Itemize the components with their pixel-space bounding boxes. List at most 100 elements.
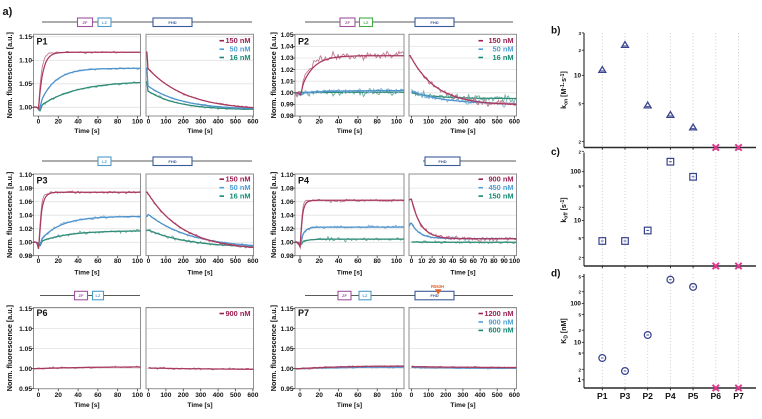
svg-text:60: 60 [94, 118, 102, 125]
svg-text:300: 300 [457, 118, 468, 125]
svg-text:1.03: 1.03 [281, 55, 294, 62]
svg-text:1.08: 1.08 [19, 185, 32, 192]
svg-text:10: 10 [574, 72, 582, 79]
svg-text:2: 2 [578, 139, 581, 144]
svg-text:0: 0 [410, 118, 414, 125]
svg-text:ZF: ZF [79, 293, 84, 298]
svg-text:Time [s]: Time [s] [74, 128, 99, 135]
svg-text:80: 80 [374, 392, 382, 399]
svg-text:P6: P6 [37, 308, 48, 318]
svg-text:LZ: LZ [96, 293, 101, 298]
svg-text:400: 400 [475, 118, 486, 125]
svg-text:0: 0 [147, 258, 151, 265]
svg-text:100: 100 [132, 258, 143, 265]
svg-text:600: 600 [247, 258, 258, 265]
svg-text:2: 2 [578, 149, 581, 154]
svg-text:5: 5 [578, 313, 581, 318]
svg-text:20: 20 [55, 392, 63, 399]
svg-text:0.98: 0.98 [281, 253, 294, 260]
svg-text:FHD: FHD [430, 20, 438, 25]
svg-text:60: 60 [354, 258, 362, 265]
svg-text:100: 100 [160, 392, 171, 399]
svg-text:40: 40 [74, 392, 82, 399]
svg-text:30: 30 [439, 258, 447, 265]
svg-text:P2: P2 [298, 37, 309, 47]
svg-text:Time [s]: Time [s] [337, 128, 362, 135]
svg-text:Norm. fluorescence [a.u.]: Norm. fluorescence [a.u.] [5, 305, 14, 391]
svg-text:1.01: 1.01 [281, 78, 294, 85]
svg-text:P6: P6 [711, 391, 722, 401]
svg-text:1.00: 1.00 [281, 366, 294, 373]
svg-text:1.00: 1.00 [19, 105, 32, 112]
svg-text:P1: P1 [37, 37, 48, 47]
svg-text:0.98: 0.98 [19, 253, 32, 260]
svg-text:20: 20 [55, 118, 63, 125]
svg-text:10: 10 [574, 339, 582, 346]
svg-text:P4: P4 [665, 391, 676, 401]
svg-text:0: 0 [37, 258, 41, 265]
svg-text:150 nM: 150 nM [488, 36, 513, 45]
svg-text:0.95: 0.95 [19, 386, 32, 393]
svg-text:b): b) [551, 26, 560, 37]
svg-text:1.10: 1.10 [19, 326, 32, 333]
svg-text:10: 10 [574, 218, 582, 225]
svg-text:600 nM: 600 nM [488, 326, 513, 335]
svg-text:60: 60 [470, 258, 478, 265]
svg-text:16 nM: 16 nM [230, 191, 251, 200]
svg-text:1.10: 1.10 [281, 172, 294, 179]
svg-text:1.04: 1.04 [281, 212, 294, 219]
svg-text:KD [nM]: KD [nM] [561, 318, 570, 343]
svg-text:80: 80 [374, 118, 382, 125]
svg-text:2: 2 [578, 256, 581, 261]
svg-text:300: 300 [195, 392, 206, 399]
svg-text:1.04: 1.04 [281, 44, 294, 51]
svg-text:300: 300 [457, 392, 468, 399]
svg-text:1.10: 1.10 [19, 172, 32, 179]
svg-text:FHD: FHD [168, 159, 176, 164]
svg-text:20: 20 [55, 258, 63, 265]
svg-text:900 nM: 900 nM [488, 175, 513, 184]
svg-text:200: 200 [440, 118, 451, 125]
svg-text:70: 70 [480, 258, 488, 265]
svg-text:3: 3 [578, 31, 581, 36]
svg-text:FHD: FHD [438, 159, 446, 164]
svg-text:40: 40 [335, 392, 343, 399]
svg-text:20: 20 [428, 258, 436, 265]
svg-text:kon [M-1·s-1]: kon [M-1·s-1] [560, 71, 570, 109]
svg-text:1.08: 1.08 [281, 185, 294, 192]
svg-text:Time [s]: Time [s] [337, 270, 362, 277]
svg-text:1.00: 1.00 [19, 366, 32, 373]
svg-text:1200 nM: 1200 nM [484, 309, 513, 318]
svg-text:5: 5 [578, 184, 581, 189]
svg-text:0: 0 [147, 118, 151, 125]
svg-text:FHD: FHD [168, 20, 176, 25]
svg-text:P5: P5 [688, 391, 699, 401]
svg-text:400: 400 [213, 258, 224, 265]
svg-text:Time [s]: Time [s] [74, 402, 99, 409]
svg-text:R553H: R553H [431, 284, 444, 289]
svg-text:Time [s]: Time [s] [450, 402, 475, 409]
svg-text:koff [s-1]: koff [s-1] [560, 197, 570, 222]
svg-text:600: 600 [509, 118, 520, 125]
svg-text:80: 80 [374, 258, 382, 265]
svg-text:5: 5 [578, 236, 581, 241]
svg-text:5: 5 [578, 351, 581, 356]
svg-text:2: 2 [578, 290, 581, 295]
svg-text:200: 200 [178, 118, 189, 125]
svg-text:P7: P7 [298, 308, 309, 318]
svg-text:100: 100 [570, 169, 581, 176]
svg-text:5: 5 [578, 102, 581, 107]
svg-text:600: 600 [247, 392, 258, 399]
svg-text:16 nM: 16 nM [493, 53, 514, 62]
svg-text:0.99: 0.99 [281, 102, 294, 109]
svg-text:Time [s]: Time [s] [187, 402, 212, 409]
svg-text:400: 400 [213, 118, 224, 125]
svg-text:2: 2 [578, 367, 581, 372]
svg-text:100: 100 [132, 118, 143, 125]
svg-text:100: 100 [160, 258, 171, 265]
svg-text:1.15: 1.15 [19, 34, 32, 41]
svg-text:1.00: 1.00 [19, 240, 32, 247]
svg-text:1.10: 1.10 [281, 326, 294, 333]
svg-text:1.00: 1.00 [281, 240, 294, 247]
svg-text:40: 40 [335, 258, 343, 265]
